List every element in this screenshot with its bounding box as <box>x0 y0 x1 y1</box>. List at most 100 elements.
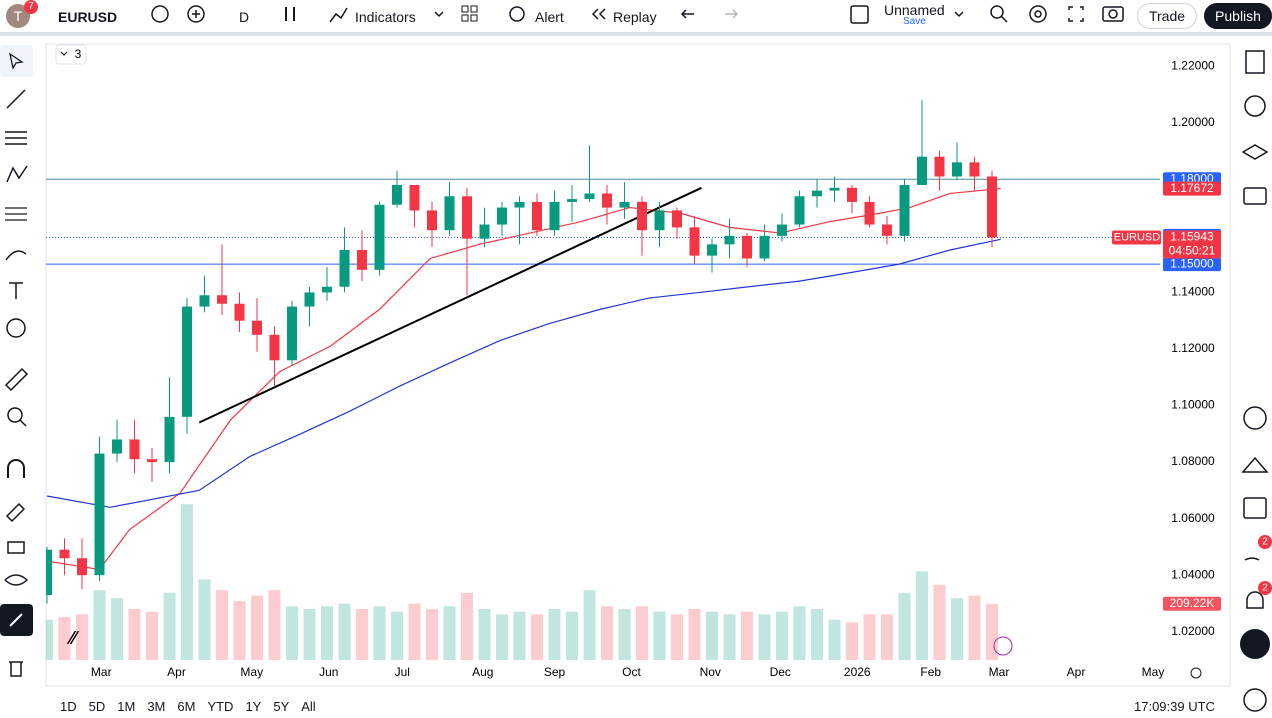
candle-body <box>304 292 315 307</box>
x-tick-label: Apr <box>167 665 186 679</box>
bottom-bar: 1D 5D 1M 3M 6M YTD 1Y 5Y All 17:09:39 UTC <box>46 694 1230 718</box>
volume-bar <box>723 614 736 660</box>
price-tag-bg <box>1163 257 1221 272</box>
candle-body <box>77 558 87 576</box>
x-tick-label: May <box>240 665 263 679</box>
badge: 2 <box>1262 537 1268 548</box>
candle-body <box>339 250 350 287</box>
candle-body <box>584 193 595 200</box>
y-tick-label: 1.10000 <box>1171 398 1215 412</box>
countdown: 04:50:21 <box>1169 244 1216 258</box>
volume-bar <box>111 598 123 660</box>
x-tick-label: Jun <box>319 665 338 679</box>
volume-bar <box>198 579 211 660</box>
alert-button[interactable]: Alert <box>535 9 564 25</box>
x-tick-label: Nov <box>700 665 721 679</box>
indicators-button[interactable]: Indicators <box>355 9 416 25</box>
replay-button[interactable]: Replay <box>613 9 657 25</box>
x-tick-label: Oct <box>622 665 641 679</box>
x-tick-label: Feb <box>920 665 941 679</box>
candle-body <box>287 306 297 361</box>
x-tick-label: Mar <box>91 665 112 679</box>
y-tick-label: 1.06000 <box>1171 511 1215 525</box>
volume-bar <box>251 595 263 660</box>
candle-body <box>444 196 455 231</box>
volume-bar <box>776 611 788 660</box>
candle-body <box>672 210 682 228</box>
candle-body <box>147 459 157 463</box>
volume-bar <box>811 608 823 660</box>
range-button[interactable]: All <box>301 699 316 714</box>
volume-bar <box>863 614 876 660</box>
candle-body <box>969 162 980 177</box>
volume-bar <box>93 590 106 660</box>
volume-bar <box>303 608 316 660</box>
x-tick-label: 2026 <box>844 665 871 679</box>
volume-bar <box>898 592 911 660</box>
clock: 17:09:39 UTC <box>1134 699 1215 714</box>
chart: 3 ⁄⁄ 1.020001.040001.060001.080001.10000… <box>45 43 1231 687</box>
price-tag: 1.15000 <box>1170 256 1214 270</box>
volume-bar <box>373 606 386 660</box>
candle-body <box>59 549 70 559</box>
candle-body <box>899 184 910 236</box>
volume-bar <box>968 595 981 660</box>
volume-bar <box>653 611 666 660</box>
candle-body <box>637 201 647 231</box>
x-tick-label: Aug <box>472 665 493 679</box>
candle-body <box>217 295 227 304</box>
candle-body <box>934 156 945 177</box>
y-tick-label: 1.02000 <box>1171 624 1215 638</box>
volume-bar <box>828 619 841 660</box>
volume-tag-bg <box>1163 596 1221 611</box>
layout-name[interactable]: Unnamed <box>884 2 945 18</box>
publish-button[interactable]: Publish <box>1204 3 1272 29</box>
volume-bar <box>233 600 246 660</box>
symbol[interactable]: EURUSD <box>58 9 118 25</box>
range-button[interactable]: 1M <box>117 699 136 714</box>
candle-body <box>882 224 892 236</box>
volume-bar <box>408 603 421 660</box>
range-button[interactable]: 1Y <box>245 699 262 714</box>
candle-body <box>269 334 280 361</box>
x-tick-label: May <box>1142 665 1165 679</box>
volume-bar <box>46 619 53 660</box>
volume-bar <box>461 592 473 660</box>
range-button[interactable]: YTD <box>207 699 234 714</box>
candle-body <box>654 210 665 231</box>
moving-average <box>46 187 1001 571</box>
candle-body <box>427 210 437 231</box>
volume-bar <box>583 590 596 660</box>
y-tick-label: 1.12000 <box>1171 341 1215 355</box>
range-button[interactable]: 5Y <box>273 699 290 714</box>
last-price: 1.15943 <box>1170 230 1214 244</box>
candle-body <box>812 190 822 197</box>
range-button[interactable]: 6M <box>177 699 196 714</box>
range-button[interactable]: 5D <box>88 699 106 714</box>
candle-body <box>374 204 385 270</box>
volume-bar <box>671 614 683 660</box>
volume-bar <box>916 571 928 660</box>
trade-button[interactable]: Trade <box>1137 3 1197 29</box>
layout-save[interactable]: Save <box>903 16 926 27</box>
candle-body <box>864 201 875 225</box>
candle-body <box>182 306 192 417</box>
candle-body <box>952 162 962 177</box>
volume-bar <box>566 611 578 660</box>
trend-line <box>198 186 702 424</box>
range-button[interactable]: 1D <box>60 699 77 714</box>
interval[interactable]: D <box>239 9 250 25</box>
y-tick-label: 1.22000 <box>1171 58 1215 72</box>
candle-body <box>479 224 490 239</box>
range-button[interactable]: 3M <box>147 699 166 714</box>
volume-bar <box>618 608 631 660</box>
y-tick-label: 1.08000 <box>1171 454 1215 468</box>
candle-body <box>234 303 245 321</box>
x-tick-label: Mar <box>989 665 1010 679</box>
candle-body <box>392 184 402 205</box>
x-tick-label: Sep <box>544 665 566 679</box>
legend-count[interactable]: 3 <box>75 47 82 61</box>
volume-bar <box>636 606 648 660</box>
candle-body <box>777 224 787 236</box>
